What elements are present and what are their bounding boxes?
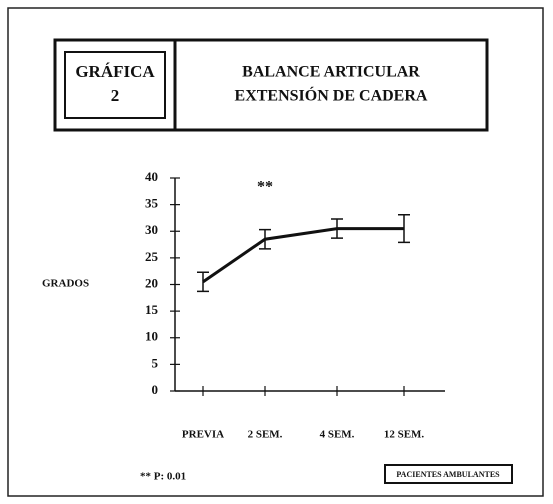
data-line xyxy=(202,227,404,284)
error-bar xyxy=(197,271,209,293)
y-tick-label: 20 xyxy=(145,275,158,290)
x-tick-label: 4 SEM. xyxy=(320,429,355,441)
y-tick-label: 10 xyxy=(145,329,158,344)
figure-label: 2 xyxy=(111,86,120,105)
legend-label: PACIENTES AMBULANTES xyxy=(396,470,500,479)
chart-title: EXTENSIÓN DE CADERA xyxy=(235,86,428,105)
figure-label: GRÁFICA xyxy=(75,62,155,81)
y-tick-label: 0 xyxy=(152,382,159,397)
y-axis-label: GRADOS xyxy=(42,278,89,290)
x-tick-label: 2 SEM. xyxy=(248,429,283,441)
y-tick-label: 5 xyxy=(152,355,159,370)
error-bar xyxy=(331,218,343,239)
x-tick-label: PREVIA xyxy=(182,429,224,441)
y-tick-label: 35 xyxy=(145,196,159,211)
y-tick-label: 30 xyxy=(145,222,158,237)
y-tick-label: 15 xyxy=(145,302,159,317)
figure-label-box xyxy=(64,51,166,119)
error-bar xyxy=(259,228,271,250)
chart-title: BALANCE ARTICULAR xyxy=(242,64,420,81)
error-bar xyxy=(398,213,410,244)
page-border xyxy=(7,7,544,497)
y-tick-label: 25 xyxy=(145,249,159,264)
x-tick-label: 12 SEM. xyxy=(384,429,425,441)
legend-box xyxy=(384,464,513,484)
y-tick-label: 40 xyxy=(145,169,158,184)
footnote: ** P: 0.01 xyxy=(140,471,186,483)
title-box xyxy=(53,38,489,132)
annotation: ** xyxy=(257,179,273,196)
